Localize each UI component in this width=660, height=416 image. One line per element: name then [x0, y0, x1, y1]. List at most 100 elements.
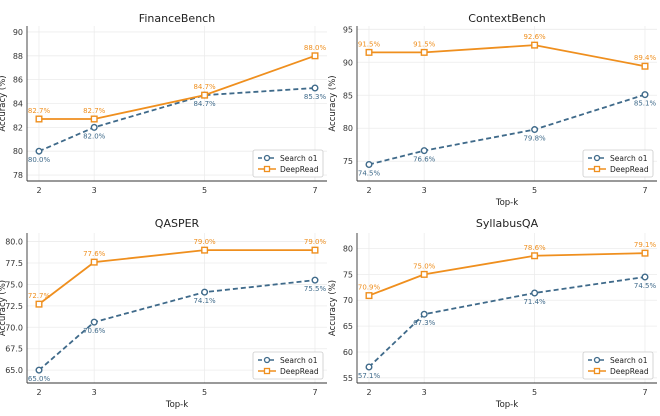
data-point [201, 91, 209, 99]
data-label: 79.0% [304, 238, 327, 246]
series-line [368, 93, 646, 166]
panel4-chart: SyllabusQA 55 60 65 70 75 80 2 3 5 7 Accuracy (%) To… [328, 217, 657, 410]
data-label: 75.5% [304, 285, 327, 293]
y-tick-label: 60 [343, 348, 353, 357]
data-point [531, 126, 539, 134]
data-point [365, 292, 373, 300]
y-tick-label: 84 [13, 100, 23, 109]
x-tick-label: 3 [422, 186, 427, 195]
legend-label: Search o1 [280, 356, 318, 365]
data-point [90, 123, 98, 131]
panel3-series-deepread: 72.7% 77.6% 79.0% 79.0% [28, 238, 327, 308]
data-label: 71.4% [523, 298, 546, 306]
x-tick-label: 2 [366, 388, 371, 397]
data-point [35, 366, 43, 374]
legend-label: DeepRead [610, 165, 649, 174]
y-tick-label: 88 [13, 52, 23, 61]
data-point [311, 84, 319, 92]
legend-marker [593, 367, 601, 375]
legend-marker [593, 165, 601, 173]
panel4-x-axis-label: Top-k [495, 400, 518, 410]
data-point [365, 161, 373, 169]
panel4-grid [357, 233, 657, 383]
series-line [39, 54, 316, 120]
data-label: 79.0% [193, 238, 216, 246]
panel4-legend: Search o1 DeepRead [582, 351, 654, 380]
data-label: 77.6% [83, 250, 106, 258]
panel2-series-search-o1: 74.5% 76.6% 79.8% 85.1% [358, 91, 656, 178]
panel3-legend: Search o1 DeepRead [252, 351, 324, 380]
data-point [531, 252, 539, 260]
x-tick-label: 7 [312, 186, 317, 195]
panel1-chart: FinanceBench 78 80 82 84 86 88 90 2 3 5 7 Accuracy (… [0, 12, 327, 195]
data-point [420, 147, 428, 155]
legend-marker [263, 154, 271, 162]
data-point [35, 115, 43, 123]
x-tick-label: 5 [202, 186, 207, 195]
y-tick-label: 70 [343, 296, 353, 305]
data-label: 84.7% [193, 100, 216, 108]
x-tick-label: 7 [312, 388, 317, 397]
legend-box [582, 149, 654, 178]
y-tick-label: 65 [343, 322, 353, 331]
data-point [35, 147, 43, 155]
data-point [90, 115, 98, 123]
data-label: 72.7% [28, 292, 51, 300]
legend-label: Search o1 [610, 356, 648, 365]
y-tick-label: 85 [343, 91, 353, 100]
data-label: 78.6% [523, 244, 546, 252]
x-tick-label: 2 [36, 388, 41, 397]
y-tick-label: 72.5 [5, 302, 23, 311]
x-tick-label: 3 [92, 186, 97, 195]
y-tick-label: 77.5 [5, 259, 23, 268]
panel3-title: QASPER [155, 217, 200, 230]
series-line [38, 279, 316, 371]
panel1-grid [27, 26, 327, 181]
data-label: 84.7% [193, 83, 216, 91]
data-label: 79.8% [523, 135, 546, 143]
legend-box [582, 351, 654, 380]
panel2-chart: ContextBench 75 80 85 90 95 2 3 5 7 Accuracy (%) To… [328, 12, 657, 208]
panel2-x-axis-label: Top-k [495, 198, 518, 208]
panel1-legend: Search o1 DeepRead [252, 149, 324, 178]
data-point [311, 52, 319, 60]
y-tick-label: 95 [343, 25, 353, 34]
panel2-title: ContextBench [468, 12, 545, 25]
panel4-series-search-o1: 57.1% 67.3% 71.4% 74.5% [358, 273, 656, 380]
legend-box [252, 149, 324, 178]
x-tick-label: 3 [422, 388, 427, 397]
data-label: 74.1% [193, 297, 216, 305]
data-label: 82.0% [83, 132, 106, 140]
data-point [90, 258, 98, 266]
x-tick-label: 7 [642, 186, 647, 195]
panel3-grid [27, 233, 327, 383]
series-line [38, 249, 315, 305]
data-label: 85.3% [304, 93, 327, 101]
y-tick-label: 80 [343, 124, 353, 133]
data-label: 79.1% [634, 241, 657, 249]
data-point [531, 41, 539, 49]
y-tick-label: 67.5 [5, 345, 23, 354]
data-label: 92.6% [523, 33, 546, 41]
data-point [641, 249, 649, 257]
data-point [641, 91, 649, 99]
legend-label: Search o1 [610, 154, 648, 163]
data-label: 91.5% [413, 40, 436, 48]
panel2-series-deepread: 91.5% 91.5% 92.6% 89.4% [358, 33, 656, 70]
y-tick-label: 70.0 [5, 323, 23, 332]
data-label: 70.9% [358, 284, 381, 292]
series-line [368, 276, 646, 368]
data-point [641, 273, 649, 281]
series-line [368, 252, 646, 297]
y-tick-label: 75 [343, 157, 353, 166]
data-point [201, 288, 209, 296]
data-point [35, 300, 43, 308]
panel3-chart: QASPER 65.0 67.5 70.0 72.5 75.0 77.5 80.0 2 3 5 7 Ac… [0, 217, 327, 410]
x-tick-label: 7 [642, 388, 647, 397]
data-label: 88.0% [304, 44, 327, 52]
panel2-y-axis-label: Accuracy (%) [328, 75, 338, 131]
data-point [420, 310, 428, 318]
panel1-y-axis-label: Accuracy (%) [0, 75, 8, 131]
